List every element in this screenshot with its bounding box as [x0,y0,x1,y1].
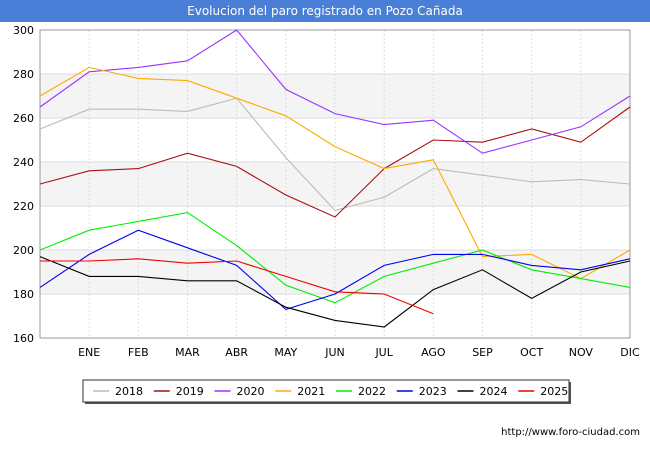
y-tick-label: 220 [13,200,34,213]
x-tick-label: SEP [472,346,493,359]
legend-box [82,379,570,403]
title-bar [0,0,650,22]
x-tick-label: MAY [274,346,297,359]
series-line-2019 [39,106,631,218]
y-tick-label: 280 [13,68,34,81]
series-line-2020 [39,29,631,154]
x-tick-label: DIC [620,346,640,359]
x-tick-label: ENE [78,346,100,359]
y-tick-label: 300 [13,24,34,37]
y-tick-label: 160 [13,332,34,345]
series-line-2021 [39,66,631,280]
y-tick-label: 260 [13,112,34,125]
y-tick-label: 180 [13,288,34,301]
legend-label-2024: 2024 [480,385,508,398]
legend-label-2018: 2018 [115,385,143,398]
x-tick-label: OCT [520,346,543,359]
y-tick-label: 240 [13,156,34,169]
y-tick-label: 200 [13,244,34,257]
legend-label-2020: 2020 [237,385,265,398]
x-tick-label: NOV [569,346,594,359]
x-tick-label: ABR [225,346,248,359]
x-tick-label: JUN [324,346,345,359]
legend-label-2023: 2023 [419,385,447,398]
series-line-2022 [39,212,631,304]
legend-label-2021: 2021 [297,385,325,398]
x-tick-label: FEB [128,346,149,359]
series-line-2018 [39,97,631,212]
chart-title: Evolucion del paro registrado en Pozo Ca… [187,4,463,18]
series-line-2024 [39,256,631,328]
x-tick-label: AGO [421,346,446,359]
legend-label-2025: 2025 [540,385,568,398]
x-tick-label: JUL [374,346,393,359]
legend-label-2019: 2019 [176,385,204,398]
legend-label-2022: 2022 [358,385,386,398]
series-line-2025 [40,258,434,315]
x-tick-label: MAR [175,346,200,359]
source-url[interactable]: http://www.foro-ciudad.com [501,427,640,438]
series-line-2023 [39,229,631,311]
